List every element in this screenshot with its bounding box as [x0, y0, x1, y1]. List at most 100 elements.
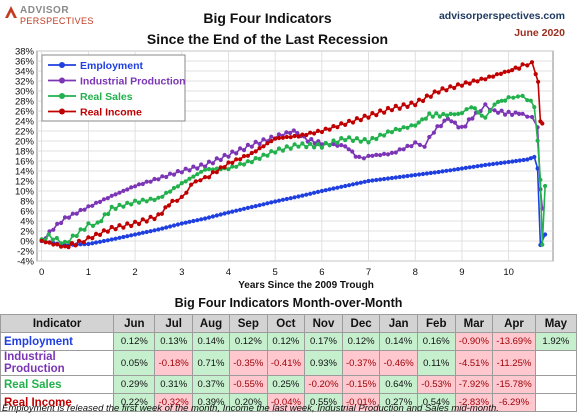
data-point [226, 154, 231, 159]
data-point [292, 133, 297, 139]
data-point [343, 122, 348, 127]
data-point [280, 135, 285, 140]
data-point [370, 178, 375, 183]
data-point [206, 215, 212, 220]
data-point [121, 234, 126, 240]
y-tick-label: 10% [15, 187, 35, 198]
data-point [528, 98, 533, 103]
data-point [210, 161, 215, 166]
data-point [339, 184, 344, 189]
data-point [144, 229, 149, 235]
data-point [401, 147, 406, 152]
data-point [315, 128, 321, 133]
series-employment [39, 154, 548, 248]
data-point [214, 213, 219, 218]
data-point [140, 217, 145, 222]
column-header-jan: Jan [379, 314, 418, 333]
data-point [339, 121, 344, 126]
data-point [374, 113, 379, 118]
data-point [308, 191, 313, 196]
data-point [117, 190, 122, 195]
data-point [323, 188, 328, 193]
data-point [319, 129, 324, 135]
data-point [74, 233, 79, 239]
data-point [152, 228, 157, 233]
y-tick-label: 16% [15, 157, 35, 168]
data-point [288, 146, 293, 151]
table-cell: 0.12% [229, 332, 268, 351]
data-point [95, 220, 100, 225]
y-tick-label: 4% [20, 217, 34, 228]
data-point [234, 164, 239, 169]
data-point [300, 141, 305, 146]
data-point [350, 138, 356, 143]
data-point [393, 126, 398, 132]
data-point [436, 90, 441, 95]
footnote: Employment is released the first week of… [2, 403, 499, 414]
data-point [464, 107, 469, 112]
data-point [532, 154, 537, 160]
brand-logo: ADVISOR PERSPECTIVES [4, 5, 129, 27]
data-point [191, 174, 196, 179]
data-point [241, 148, 247, 153]
data-point [300, 132, 305, 137]
data-point [331, 142, 336, 147]
data-point [385, 105, 391, 111]
data-point [195, 218, 200, 223]
data-point [113, 227, 118, 232]
data-point [428, 170, 433, 176]
data-point [160, 226, 165, 231]
data-point [374, 136, 379, 142]
data-point [203, 164, 208, 169]
data-point [136, 182, 142, 187]
data-point [494, 72, 500, 77]
table-cell: 0.93% [304, 350, 343, 376]
data-point [152, 197, 157, 203]
data-point [117, 202, 122, 207]
data-point [312, 190, 317, 195]
data-point [70, 233, 75, 238]
month-over-month-table: Indicator Jun Jul Aug Sep Oct Nov Dec Jan Feb Mar A… [0, 314, 577, 412]
y-tick-label: 22% [15, 127, 35, 138]
data-point [511, 95, 516, 100]
table-cell: 0.14% [191, 332, 231, 351]
data-point [417, 142, 422, 147]
data-point [189, 182, 194, 187]
data-point [532, 105, 537, 110]
data-point [385, 129, 391, 134]
table-cell: 0.71% [191, 350, 231, 376]
data-point [69, 241, 75, 246]
data-point [76, 238, 82, 243]
data-point [175, 169, 180, 174]
series-industrial [39, 102, 545, 242]
x-tick-label: 3 [179, 267, 184, 278]
table-cell: 0.11% [416, 350, 456, 376]
data-point [97, 199, 103, 204]
x-tick-label: 9 [459, 267, 464, 278]
y-tick-label: 6% [20, 207, 34, 218]
data-point [427, 134, 432, 140]
table-cell: 0.16% [416, 332, 456, 351]
data-point [417, 97, 422, 102]
table-cell: -0.15% [341, 375, 381, 394]
data-point [140, 197, 145, 202]
data-point [459, 111, 464, 116]
table-cell: 0.31% [154, 375, 193, 394]
data-point [94, 200, 99, 205]
data-point [43, 240, 48, 245]
data-point [444, 168, 449, 173]
data-point [284, 196, 289, 202]
table-cell: 0.39% [191, 393, 231, 412]
data-point [312, 131, 317, 136]
data-point [525, 63, 530, 68]
x-tick-label: 4 [226, 267, 231, 278]
y-tick-label: 18% [15, 147, 35, 158]
data-point [529, 114, 535, 120]
data-point [175, 184, 180, 189]
data-point [193, 179, 198, 184]
data-point [105, 229, 110, 234]
data-point [502, 69, 507, 74]
y-tick-label: 36% [15, 57, 35, 68]
data-point [168, 171, 173, 176]
table-cell: -0.04% [266, 393, 306, 412]
